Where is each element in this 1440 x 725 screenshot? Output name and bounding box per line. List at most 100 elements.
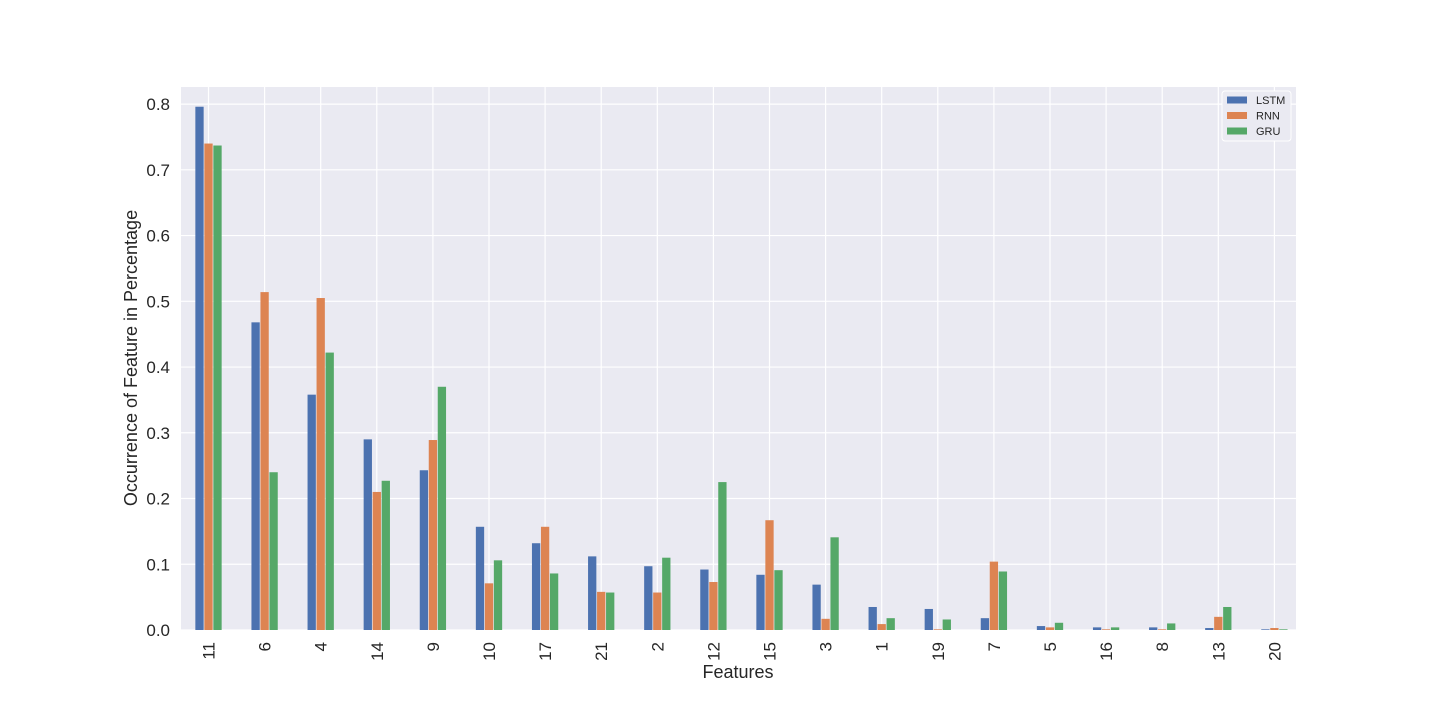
legend-label-lstm: LSTM	[1256, 95, 1285, 107]
x-axis-ticks: 11 6 4 14 9 10 17 21 2 12 15 3 1 19 7 5 16 8 13 20	[200, 642, 1285, 661]
bar-lstm-7	[980, 618, 990, 630]
bar-rnn-19	[933, 629, 942, 630]
bar-gru-3	[830, 537, 839, 630]
bar-rnn-8	[1158, 629, 1167, 630]
bar-rnn-1	[877, 624, 886, 630]
bar-rnn-15	[765, 520, 774, 630]
bar-gru-5	[1054, 622, 1064, 630]
y-tick-label: 0.0	[146, 621, 170, 640]
bar-gru-14	[381, 480, 390, 630]
bar-gru-10	[493, 560, 503, 630]
bar-lstm-2	[644, 566, 653, 630]
bar-gru-7	[998, 571, 1008, 630]
x-tick-label: 9	[424, 642, 443, 651]
bar-gru-12	[718, 482, 727, 630]
x-tick-label: 1	[873, 642, 892, 651]
legend: LSTM RNN GRU	[1221, 90, 1292, 142]
y-axis-ticks: 0.0 0.1 0.2 0.3 0.4 0.5 0.6 0.7 0.8	[146, 95, 170, 640]
x-tick-label: 8	[1153, 642, 1172, 651]
x-tick-label: 20	[1265, 642, 1284, 661]
bar-gru-9	[437, 386, 447, 630]
bar-gru-17	[549, 573, 559, 630]
y-tick-label: 0.4	[146, 358, 170, 377]
bar-lstm-6	[251, 322, 260, 630]
bar-rnn-12	[709, 582, 718, 630]
x-tick-label: 4	[312, 642, 331, 651]
bar-lstm-12	[700, 569, 709, 630]
x-tick-label: 11	[200, 642, 219, 660]
bar-gru-19	[942, 619, 951, 630]
x-axis-title: Features	[702, 662, 773, 682]
bar-lstm-8	[1149, 627, 1158, 630]
bar-rnn-21	[597, 591, 606, 630]
legend-label-rnn: RNN	[1256, 111, 1280, 123]
bar-lstm-4	[307, 394, 316, 630]
bar-gru-11	[213, 145, 222, 630]
x-tick-label: 13	[1209, 642, 1228, 661]
bar-rnn-7	[989, 561, 999, 630]
bar-lstm-14	[363, 439, 372, 630]
bar-gru-20	[1279, 629, 1288, 630]
bar-gru-21	[606, 592, 615, 630]
legend-swatch-gru	[1227, 127, 1247, 135]
bar-gru-4	[325, 352, 334, 630]
y-tick-label: 0.5	[146, 292, 170, 311]
plot-background	[181, 87, 1296, 630]
bar-lstm-21	[588, 556, 597, 630]
y-tick-label: 0.6	[146, 227, 170, 246]
bar-lstm-11	[195, 106, 204, 631]
bar-lstm-5	[1036, 626, 1046, 630]
bar-gru-1	[886, 618, 895, 630]
x-tick-label: 16	[1097, 642, 1116, 661]
bar-rnn-20	[1270, 628, 1279, 630]
y-tick-label: 0.1	[146, 555, 170, 574]
bar-rnn-6	[260, 292, 269, 630]
legend-swatch-rnn	[1227, 112, 1247, 119]
y-tick-label: 0.7	[146, 161, 170, 180]
legend-label-gru: GRU	[1256, 126, 1281, 138]
bar-gru-6	[269, 472, 278, 630]
x-tick-label: 7	[985, 642, 1004, 651]
y-tick-label: 0.3	[146, 424, 170, 443]
x-tick-label: 6	[256, 642, 275, 651]
x-tick-label: 2	[648, 642, 667, 651]
bar-lstm-3	[812, 584, 821, 630]
bar-rnn-3	[821, 618, 830, 630]
bar-lstm-13	[1205, 628, 1214, 630]
bar-gru-2	[662, 557, 671, 630]
bar-rnn-10	[484, 583, 494, 630]
bar-gru-13	[1223, 606, 1232, 630]
bar-rnn-16	[1101, 629, 1111, 630]
y-tick-label: 0.2	[146, 490, 170, 509]
bar-rnn-2	[653, 592, 662, 630]
x-tick-label: 21	[592, 642, 611, 661]
x-tick-label: 5	[1041, 642, 1060, 651]
bar-gru-16	[1110, 627, 1120, 630]
bar-rnn-4	[316, 298, 325, 630]
bar-rnn-11	[204, 143, 213, 631]
bar-series	[195, 106, 1288, 631]
y-tick-label: 0.8	[146, 95, 170, 114]
x-tick-label: 19	[929, 642, 948, 661]
bar-gru-15	[774, 570, 783, 630]
x-tick-label: 14	[368, 642, 387, 661]
bar-rnn-17	[540, 526, 550, 630]
bar-lstm-19	[924, 608, 933, 630]
bar-lstm-20	[1261, 629, 1270, 630]
bar-rnn-5	[1045, 627, 1055, 630]
y-axis-title: Occurrence of Feature in Percentage	[121, 210, 141, 506]
bar-lstm-16	[1092, 627, 1102, 630]
bar-lstm-1	[868, 606, 877, 630]
bar-rnn-14	[372, 491, 381, 630]
bar-gru-8	[1167, 623, 1176, 630]
bar-rnn-13	[1214, 616, 1223, 630]
bar-lstm-15	[756, 574, 765, 630]
legend-swatch-lstm	[1227, 96, 1247, 104]
x-tick-label: 15	[761, 642, 780, 661]
x-tick-label: 3	[817, 642, 836, 651]
bar-lstm-9	[419, 470, 429, 630]
bar-lstm-10	[475, 526, 485, 630]
x-tick-label: 10	[480, 642, 499, 661]
